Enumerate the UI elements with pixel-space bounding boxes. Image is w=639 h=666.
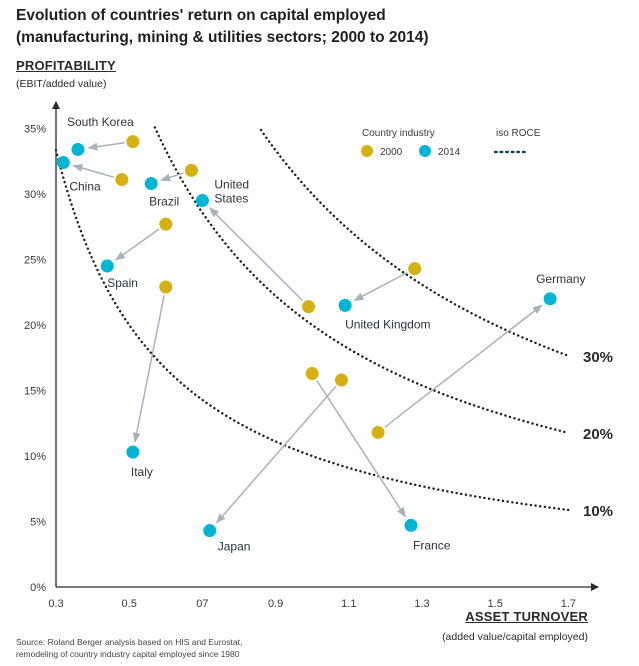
country-label: South Korea (67, 115, 134, 129)
legend-2000-marker (361, 145, 373, 157)
x-axis-label: ASSET TURNOVER (465, 609, 588, 624)
country-label: Germany (536, 272, 585, 286)
y-tick-label: 0% (30, 582, 46, 594)
arrow-germany (384, 304, 543, 428)
country-label: United States (214, 178, 249, 206)
chart-title: Evolution of countries' return on capita… (16, 5, 636, 49)
iso-roce-label: 10% (583, 503, 613, 520)
legend-2014-marker (419, 145, 431, 157)
arrow-united-states (209, 207, 304, 302)
point-2000-japan (334, 373, 348, 387)
y-tick-label: 5% (30, 517, 46, 529)
y-tick-label: 10% (24, 451, 46, 463)
point-2014-south-korea (71, 142, 85, 156)
y-tick-label: 15% (24, 386, 46, 398)
y-axis-sublabel: (EBIT/added value) (16, 78, 107, 90)
arrow-france (316, 380, 406, 518)
x-tick-label: 1.1 (341, 598, 356, 610)
chart-title-line1: Evolution of countries' return on capita… (16, 7, 386, 24)
x-tick-label: 1.5 (488, 598, 503, 610)
chart-title-line2: (manufacturing, mining & utilities secto… (16, 29, 429, 46)
arrow-south-korea (87, 142, 125, 151)
point-2000-south-korea (126, 135, 140, 149)
country-label: Japan (218, 540, 251, 554)
point-2014-france (404, 518, 418, 532)
arrow-united-kingdom (353, 271, 408, 302)
source-note: Source: Roland Berger analysis based on … (16, 637, 243, 659)
point-2014-japan (203, 524, 217, 538)
country-label: France (413, 538, 451, 552)
point-2014-china (56, 156, 70, 170)
point-2000-germany (371, 425, 385, 439)
iso-roce-curve-30pct (259, 128, 570, 357)
x-tick-label: 1.3 (414, 598, 429, 610)
x-axis-sublabel: (added value/capital employed) (442, 631, 588, 643)
point-2000-italy (159, 280, 173, 294)
point-2000-france (305, 366, 319, 380)
point-2000-united-states (302, 300, 316, 314)
legend-2000-label: 2000 (380, 147, 403, 158)
y-axis-label: PROFITABILITY (16, 58, 116, 73)
country-label: Spain (107, 276, 138, 290)
legend: Country industry 2000 2014 iso ROCE (361, 128, 541, 158)
country-label: Italy (131, 465, 153, 479)
point-2014-germany (543, 292, 557, 306)
point-2014-italy (126, 445, 140, 459)
point-2000-china (115, 173, 129, 187)
x-tick-label: 0.3 (48, 598, 63, 610)
point-2014-united-states (195, 194, 209, 208)
iso-roce-curve-10pct (54, 149, 570, 512)
x-tick-label: 0.9 (268, 598, 283, 610)
point-2014-spain (100, 259, 114, 273)
country-label: United Kingdom (345, 317, 430, 331)
y-tick-label: 20% (24, 320, 46, 332)
country-label: Brazil (149, 195, 179, 209)
legend-group-title: Country industry (362, 128, 435, 139)
country-label: China (69, 180, 101, 194)
arrow-brazil (160, 172, 184, 182)
x-tick-label: 1.7 (561, 598, 576, 610)
arrow-italy (132, 295, 165, 443)
point-2000-spain (159, 217, 173, 231)
point-2014-brazil (144, 177, 158, 191)
iso-roce-label: 20% (583, 426, 613, 443)
x-tick-label: 07 (196, 598, 208, 610)
point-2014-united-kingdom (338, 298, 352, 312)
arrow-spain (114, 228, 160, 261)
y-tick-label: 25% (24, 255, 46, 267)
arrow-japan (215, 385, 337, 524)
x-tick-label: 0.5 (122, 598, 137, 610)
point-2000-brazil (184, 163, 198, 177)
arrow-china (72, 164, 114, 178)
iso-roce-label: 30% (583, 349, 613, 366)
iso-roce-curve-20pct (153, 126, 570, 435)
y-tick-label: 30% (24, 189, 46, 201)
legend-2014-label: 2014 (438, 147, 461, 158)
legend-iso-title: iso ROCE (496, 128, 541, 139)
point-2000-united-kingdom (408, 262, 422, 276)
y-tick-label: 35% (24, 124, 46, 136)
